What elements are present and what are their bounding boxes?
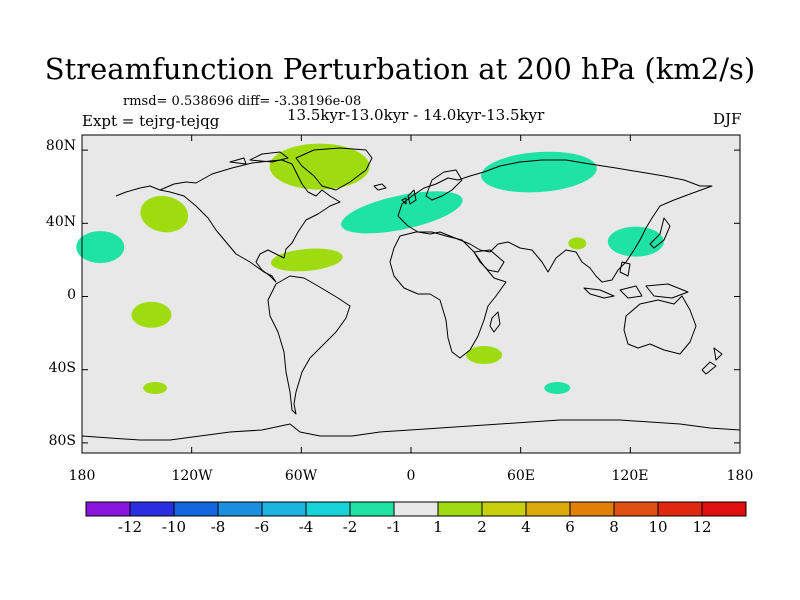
colorbar-label: 1	[433, 518, 443, 536]
coast-indonesia	[583, 261, 689, 299]
lon-label: 60E	[506, 468, 536, 484]
colorbar-box	[613, 501, 659, 517]
colorbar-label: -12	[117, 518, 143, 536]
axis-ticks	[81, 135, 741, 453]
lon-label: 60W	[284, 468, 318, 484]
coast-scandinavia	[425, 169, 463, 201]
coast-arctic-islands	[229, 151, 289, 165]
anomaly-north-atlantic-europe-neg	[341, 191, 463, 234]
colorbar-box	[129, 501, 175, 517]
colorbar-label: -2	[342, 518, 358, 536]
coast-alaska	[115, 185, 161, 197]
coast-africa	[389, 231, 507, 359]
anomaly-india-pos	[568, 237, 587, 250]
colorbar	[85, 501, 747, 517]
coast-iceland	[373, 183, 387, 191]
colorbar-label: 8	[609, 518, 619, 536]
colorbar-box	[393, 501, 439, 517]
lat-label: 80S	[48, 433, 76, 449]
lat-label: 80N	[45, 138, 76, 154]
colorbar-box	[481, 501, 527, 517]
lon-label: 120W	[171, 468, 213, 484]
lat-label: 0	[67, 287, 76, 303]
lon-label: 0	[406, 468, 416, 484]
coast-madagascar	[489, 311, 501, 333]
lat-label: 40S	[48, 360, 76, 376]
colorbar-label: 2	[477, 518, 487, 536]
colorbar-label: -8	[210, 518, 226, 536]
coast-eurasia	[397, 159, 713, 283]
anomaly-subtropical-atlantic-pos	[270, 248, 343, 272]
lon-label: 120E	[611, 468, 649, 484]
experiment-line: Expt = tejrg-tejqg	[82, 112, 220, 130]
anomaly-tropical-pacific-pos	[131, 301, 172, 328]
anomaly-layer	[76, 143, 664, 394]
colorbar-box	[525, 501, 571, 517]
coast-new-zealand	[701, 347, 723, 375]
anomaly-greenland-pos	[269, 143, 370, 190]
anomaly-subtropical-north-pacific-pos	[140, 195, 189, 233]
colorbar-box	[85, 501, 131, 517]
colorbar-box	[305, 501, 351, 517]
colorbar-box	[261, 501, 307, 517]
season-label: DJF	[713, 110, 742, 128]
colorbar-label: 10	[648, 518, 668, 536]
colorbar-label: 12	[692, 518, 712, 536]
colorbar-box	[173, 501, 219, 517]
lat-label: 40N	[45, 214, 76, 230]
colorbar-box	[569, 501, 615, 517]
colorbar-box	[217, 501, 263, 517]
coast-south-america	[267, 275, 351, 415]
anomaly-japan-neg	[607, 226, 664, 257]
coast-north-america	[159, 159, 341, 283]
colorbar-box	[349, 501, 395, 517]
colorbar-label: -10	[161, 518, 187, 536]
anomaly-southern-indian-ocean-neg	[544, 382, 571, 394]
anomaly-siberia-neg	[481, 151, 597, 193]
plot-title: Streamfunction Perturbation at 200 hPa (…	[44, 52, 756, 86]
anomaly-south-africa-pos	[466, 346, 503, 365]
colorbar-label: 4	[521, 518, 531, 536]
colorbar-label: -1	[386, 518, 402, 536]
coast-antarctica	[81, 419, 741, 441]
colorbar-box	[437, 501, 483, 517]
ocean-background	[82, 135, 740, 453]
lon-label: 180	[726, 468, 754, 484]
colorbar-box	[657, 501, 703, 517]
colorbar-label: -4	[298, 518, 314, 536]
coastlines	[81, 147, 741, 441]
anomaly-south-pacific-pos	[143, 382, 168, 394]
coast-japan	[649, 217, 671, 249]
anomaly-north-pacific-neg	[76, 231, 125, 264]
coast-arabia	[473, 249, 505, 273]
lon-label: 180	[68, 468, 96, 484]
coast-greenland	[295, 147, 373, 191]
period-line: 13.5kyr-13.0kyr - 14.0kyr-13.5kyr	[287, 106, 545, 124]
coast-british-isles	[401, 189, 417, 205]
stats-line: rmsd= 0.538696 diff= -3.38196e-08	[123, 94, 362, 109]
colorbar-label: 6	[565, 518, 575, 536]
coast-australia	[623, 295, 697, 355]
colorbar-label: -6	[254, 518, 270, 536]
colorbar-box	[701, 501, 747, 517]
